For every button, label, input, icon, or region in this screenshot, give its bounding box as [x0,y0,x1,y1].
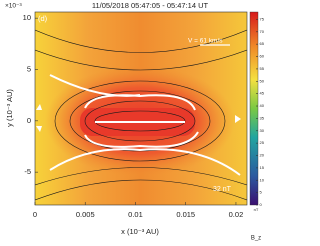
y-tick-label: 10 [23,13,31,22]
y-multiplier: ×10⁻³ [5,3,22,10]
y-tick-label: 5 [27,64,31,73]
y-tick-label: -5 [24,167,31,176]
colorbar-tick-label: 50 [260,78,265,83]
colorbar-tick-label: 15 [260,165,265,170]
y-axis-label: y (10⁻³ AU) [5,89,14,127]
x-tick-label: 0.005 [76,210,95,219]
colorbar-tick-label: 60 [260,54,265,59]
colorbar-tick-label: 70 [260,29,265,34]
x-axis-label: x (10⁻³ AU) [121,227,159,236]
velocity-label: V = 61 km/s [188,38,223,45]
colorbar-tick-label: 40 [260,103,265,108]
colorbar-label: B_z [251,236,261,242]
panel-label: (d) [38,14,48,23]
x-tick-label: 0.015 [176,210,195,219]
colorbar-tick-label: 10 [260,177,265,182]
colorbar-tick-label: 5 [260,190,263,195]
colorbar-tick-label: 45 [260,91,265,96]
chart: 11/05/2018 05:47:05 - 05:47:14 UT ×10⁻³ … [5,1,265,242]
colorbar-tick-label: 0 [260,202,263,207]
colorbar-tick-label: 75 [260,16,265,21]
colorbar-tick-label: 25 [260,140,265,145]
x-tick-label: 0.02 [229,210,244,219]
colorbar-tick-label: 35 [260,115,265,120]
chart-title: 11/05/2018 05:47:05 - 05:47:14 UT [92,1,209,10]
colorbar-tick-label: 20 [260,153,265,158]
y-tick-label: 0 [27,116,31,125]
x-tick-label: 0 [33,210,37,219]
colorbar-tick-label: 30 [260,128,265,133]
field [35,12,247,205]
colorbar-tick-label: 65 [260,41,265,46]
colorbar-tick-label: 55 [260,66,265,71]
x-tick-label: 0.01 [128,210,143,219]
scale-label: 32 nT [213,186,232,193]
colorbar-unit: nT [254,207,259,212]
